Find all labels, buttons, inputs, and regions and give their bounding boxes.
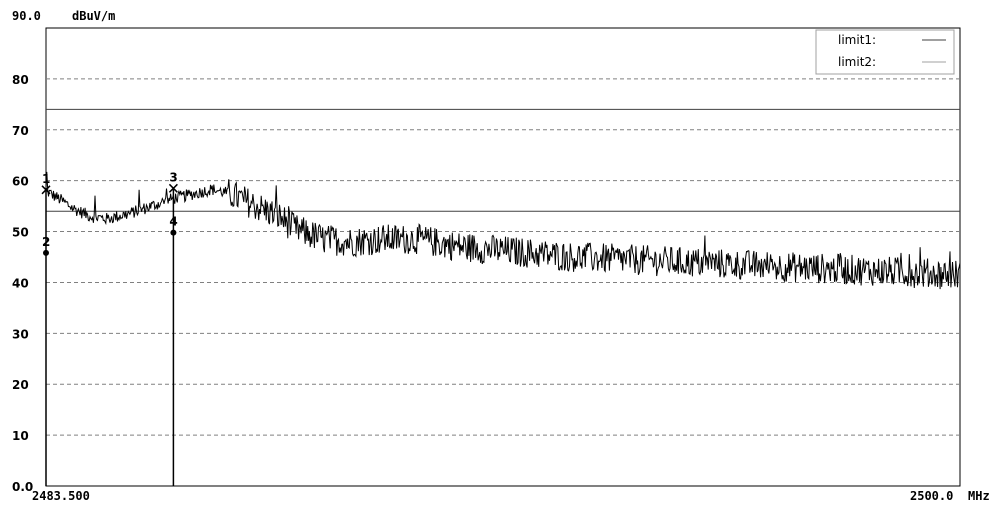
x-end-label: 2500.0 [910, 489, 953, 503]
marker-3-symbol [168, 183, 178, 193]
y-tick-40: 40 [12, 276, 29, 290]
marker-3-label: 3 [169, 170, 177, 184]
marker-2-label: 2 [42, 235, 50, 249]
x-start-label: 2483.500 [32, 489, 90, 503]
limit-lines [46, 108, 960, 212]
y-tick-60: 60 [12, 175, 29, 189]
plot-frame [45, 27, 961, 487]
legend-box [815, 29, 955, 75]
y-tick-80: 80 [12, 73, 29, 87]
legend-label-limit2: limit2: [838, 55, 876, 69]
y-tick-70: 70 [12, 124, 29, 138]
y-tick-20: 20 [12, 378, 29, 392]
y-axis-unit: dBuV/m [72, 9, 115, 23]
marker-4-label: 4 [169, 215, 177, 229]
y-tick-0: 0.0 [12, 480, 33, 494]
emission-trace [45, 171, 961, 290]
legend: limit1: limit2: [815, 29, 955, 75]
y-tick-30: 30 [12, 327, 29, 341]
y-tick-50: 50 [12, 226, 29, 240]
y-tick-10: 10 [12, 429, 29, 443]
marker-1-symbol [41, 185, 51, 195]
marker-2-symbol [43, 249, 49, 256]
grid-layer [46, 78, 960, 436]
legend-label-limit1: limit1: [838, 33, 876, 47]
y-top-label: 90.0 [12, 9, 41, 23]
markers-layer: 1 2 3 4 [41, 170, 178, 486]
marker-1-label: 1 [42, 172, 50, 186]
trace-layer [45, 171, 961, 290]
marker-4-symbol [170, 229, 177, 236]
x-unit-label: MHz [968, 489, 990, 503]
tick-labels: 80 70 60 50 40 30 20 10 0.0 [12, 73, 33, 494]
